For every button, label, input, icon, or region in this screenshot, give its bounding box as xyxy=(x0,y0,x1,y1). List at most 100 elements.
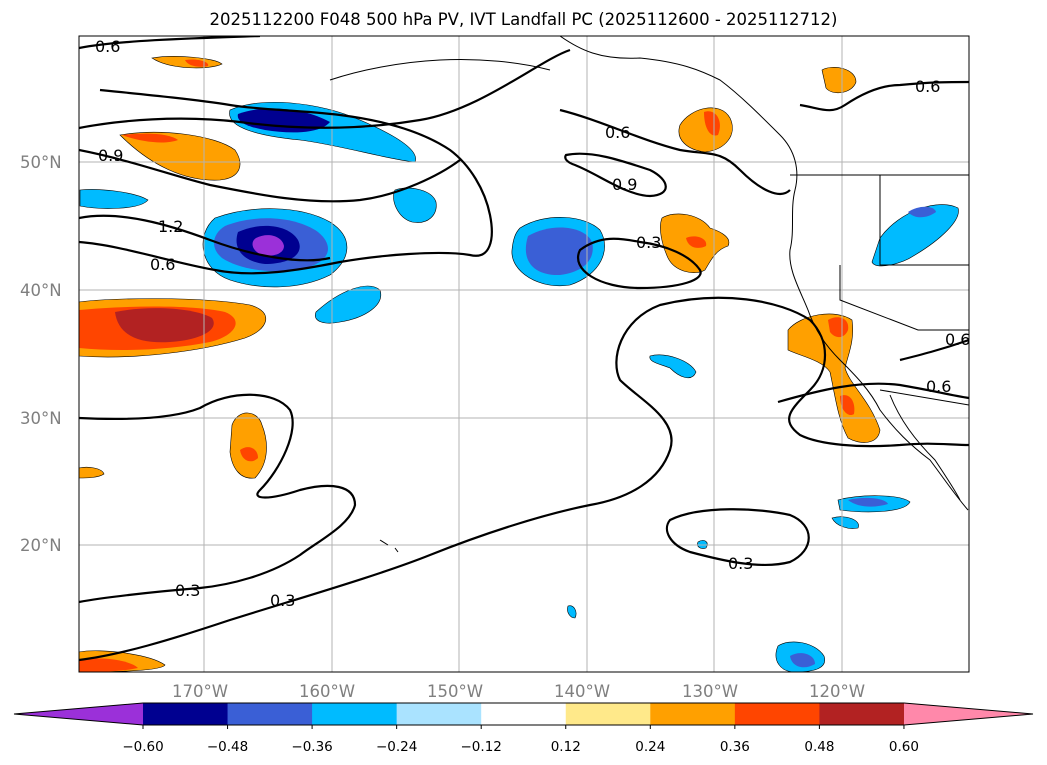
ivt-positive-region-bc xyxy=(678,107,733,153)
colorbar-tick-label: −0.12 xyxy=(461,739,502,755)
ivt-positive-core-ca-1 xyxy=(828,317,849,338)
colorbar-tick-label: −0.60 xyxy=(122,739,163,755)
ivt-negative-max-central xyxy=(252,235,284,256)
latitude-labels: 50°N 40°N 30°N 20°N xyxy=(20,153,62,555)
ivt-negative-core-east xyxy=(525,227,593,276)
map-layers: 0.6 0.9 1.2 0.6 0.6 0.9 0.3 0.6 0.6 0.6 … xyxy=(79,36,970,672)
colorbar-segment xyxy=(227,703,313,725)
pv-contour-0.6-east xyxy=(799,80,969,112)
pv-contour-0.6-ne xyxy=(559,108,791,195)
coastlines xyxy=(329,36,969,553)
pv-contour-0.9-mid xyxy=(79,148,461,203)
colorbar-segment xyxy=(143,703,229,725)
ivt-positive-core-nw xyxy=(122,133,178,143)
contour-label: 0.6 xyxy=(926,377,951,396)
chart-title: 2025112200 F048 500 hPa PV, IVT Landfall… xyxy=(209,10,838,29)
ivt-positive-core-bc xyxy=(704,111,720,136)
longitude-label: 160°W xyxy=(299,682,355,701)
ivt-positive-region-w2 xyxy=(79,466,105,479)
ivt-negative-region-small-4 xyxy=(649,354,697,379)
border-states-1 xyxy=(879,175,969,266)
colorbar-over-arrow xyxy=(904,703,1033,725)
contour-label: 0.9 xyxy=(612,175,637,194)
pv-contour-1.2 xyxy=(79,214,331,262)
ivt-positive-region-ak xyxy=(821,67,857,94)
colorbar-tick-label: −0.48 xyxy=(207,739,248,755)
colorbar-segment xyxy=(312,703,398,725)
colorbar-segment xyxy=(734,703,820,725)
colorbar-tick-label: −0.36 xyxy=(291,739,332,755)
ivt-negative-region-small-1 xyxy=(393,187,437,223)
contour-labels: 0.6 0.9 1.2 0.6 0.6 0.9 0.3 0.6 0.6 0.6 … xyxy=(95,37,970,610)
colorbar: −0.60 −0.48 −0.36 −0.24 −0.12 0.12 0.24 0.36 0.4… xyxy=(13,702,1034,755)
colorbar-segment xyxy=(481,703,567,725)
pv-contour-0.9-ne xyxy=(564,152,667,198)
ivt-negative-region-small-3 xyxy=(79,189,149,209)
ivt-positive-region-nw xyxy=(119,131,241,181)
contour-label: 0.3 xyxy=(636,233,661,252)
pv-contour-0.6-mid xyxy=(79,88,493,275)
colorbar-segment xyxy=(396,703,482,725)
colorbar-ticks: −0.60 −0.48 −0.36 −0.24 −0.12 0.12 0.24 0.36 0.4… xyxy=(122,725,919,755)
colorbar-tick-label: 0.24 xyxy=(635,739,665,755)
colorbar-tick-label: 0.36 xyxy=(720,739,750,755)
pv-contour-0.3-ne xyxy=(577,237,702,290)
pv-contours xyxy=(79,36,969,662)
longitude-label: 140°W xyxy=(554,682,610,701)
contour-label: 0.6 xyxy=(605,123,630,142)
coastline-baja xyxy=(889,394,961,501)
ivt-shading xyxy=(79,56,959,672)
coastline-north-america xyxy=(559,36,969,511)
latitude-label: 50°N xyxy=(20,153,62,172)
longitude-label: 150°W xyxy=(427,682,483,701)
colorbar-tick-label: 0.48 xyxy=(804,739,834,755)
pv-contour-0.3-se xyxy=(665,508,810,567)
islands-hawaii xyxy=(379,539,399,553)
map-frame xyxy=(78,35,970,673)
contour-label: 0.6 xyxy=(945,330,970,349)
latitude-label: 40°N xyxy=(20,281,62,300)
ivt-negative-region-small-9 xyxy=(831,516,859,529)
pv-contour-0.6-se xyxy=(777,382,969,404)
ivt-positive-region-ca xyxy=(787,313,881,443)
colorbar-under-arrow xyxy=(14,703,143,725)
graticule xyxy=(79,36,969,672)
ivt-negative-region-small-8 xyxy=(697,540,708,549)
ivt-positive-core-sw xyxy=(79,658,138,672)
ivt-positive-core-ca-2 xyxy=(840,395,855,416)
ivt-positive-region-hi xyxy=(229,412,267,479)
contour-label: 0.6 xyxy=(95,37,120,56)
contour-label: 1.2 xyxy=(158,217,183,236)
contour-label: 0.6 xyxy=(915,77,940,96)
colorbar-segment xyxy=(650,703,736,725)
latitude-label: 20°N xyxy=(20,536,62,555)
ivt-positive-max-west xyxy=(115,308,214,343)
pv-contour-0.6-north xyxy=(79,36,261,50)
pv-contour-0.3-central xyxy=(79,393,357,604)
ivt-negative-core-nw-us xyxy=(908,206,936,218)
colorbar-segments xyxy=(143,703,905,725)
pv-contour-0.3-south xyxy=(79,296,969,662)
colorbar-segment xyxy=(565,703,651,725)
colorbar-tick-label: 0.60 xyxy=(889,739,919,755)
contour-label: 0.6 xyxy=(150,255,175,274)
contour-label: 0.3 xyxy=(728,554,753,573)
pv-contour-0.6-far-east xyxy=(899,338,969,362)
pv-contour-0.9-north xyxy=(79,48,571,130)
latitude-label: 30°N xyxy=(20,409,62,428)
ivt-negative-core-small-6 xyxy=(790,653,815,668)
border-us-mexico xyxy=(879,389,969,406)
longitude-label: 120°W xyxy=(809,682,865,701)
colorbar-tick-label: −0.24 xyxy=(376,739,417,755)
contour-label: 0.3 xyxy=(270,591,295,610)
contour-label: 0.9 xyxy=(98,146,123,165)
ivt-positive-core-wa xyxy=(686,236,707,248)
contour-label: 0.3 xyxy=(175,581,200,600)
border-states-2 xyxy=(839,265,969,331)
ivt-positive-core-top xyxy=(185,59,209,67)
longitude-label: 170°W xyxy=(172,682,228,701)
colorbar-segment xyxy=(819,703,905,725)
longitude-label: 130°W xyxy=(682,682,738,701)
longitude-labels: 170°W 160°W 150°W 140°W 130°W 120°W xyxy=(172,682,865,701)
